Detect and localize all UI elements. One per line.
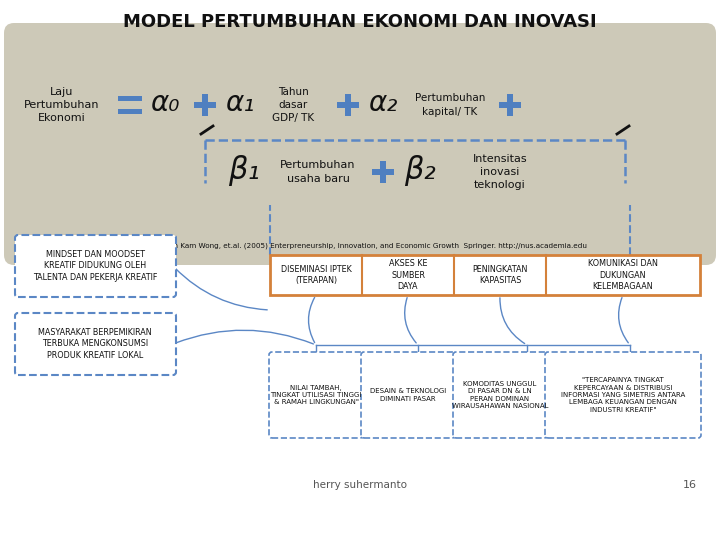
FancyBboxPatch shape — [372, 169, 394, 175]
Text: PENINGKATAN
KAPASITAS: PENINGKATAN KAPASITAS — [472, 265, 528, 285]
Text: NILAI TAMBAH,
TINGKAT UTILISASI TINGGI
& RAMAH LINGKUNGAN": NILAI TAMBAH, TINGKAT UTILISASI TINGGI &… — [270, 384, 361, 405]
Text: Sumber: Poh Kam Wong, et.al. (2005) Enterpreneurship, Innovation, and Economic G: Sumber: Poh Kam Wong, et.al. (2005) Ente… — [132, 243, 588, 249]
FancyBboxPatch shape — [545, 352, 701, 438]
Text: α₀: α₀ — [150, 89, 180, 117]
FancyBboxPatch shape — [345, 94, 351, 116]
Text: KOMUNIKASI DAN
DUKUNGAN
KELEMBAGAAN: KOMUNIKASI DAN DUKUNGAN KELEMBAGAAN — [588, 259, 658, 291]
FancyBboxPatch shape — [361, 352, 455, 438]
Text: Tahun
dasar
GDP/ TK: Tahun dasar GDP/ TK — [272, 87, 314, 123]
FancyBboxPatch shape — [380, 161, 386, 183]
FancyBboxPatch shape — [453, 352, 547, 438]
FancyBboxPatch shape — [337, 102, 359, 108]
Text: KOMODITAS UNGGUL
DI PASAR DN & LN
PERAN DOMINAN
WIRAUSAHAWAN NASIONAL: KOMODITAS UNGGUL DI PASAR DN & LN PERAN … — [451, 381, 548, 409]
FancyBboxPatch shape — [118, 109, 142, 114]
Text: Pertumbuhan
kapital/ TK: Pertumbuhan kapital/ TK — [415, 93, 485, 117]
Text: MODEL PERTUMBUHAN EKONOMI DAN INOVASI: MODEL PERTUMBUHAN EKONOMI DAN INOVASI — [123, 13, 597, 31]
Text: DESAIN & TEKNOLOGI
DIMINATI PASAR: DESAIN & TEKNOLOGI DIMINATI PASAR — [370, 388, 446, 402]
Text: 16: 16 — [683, 480, 697, 490]
Text: α₁: α₁ — [225, 89, 255, 117]
Text: Intensitas
inovasi
teknologi: Intensitas inovasi teknologi — [473, 154, 527, 190]
Text: AKSES KE
SUMBER
DAYA: AKSES KE SUMBER DAYA — [389, 259, 427, 291]
FancyBboxPatch shape — [499, 102, 521, 108]
Text: α₂: α₂ — [369, 89, 397, 117]
FancyBboxPatch shape — [269, 352, 363, 438]
Text: herry suhermanto: herry suhermanto — [313, 480, 407, 490]
FancyBboxPatch shape — [507, 94, 513, 116]
Text: β₂: β₂ — [404, 154, 436, 186]
Text: "TERCAPAINYA TINGKAT
KEPERCAYAAN & DISTRIBUSI
INFORMASI YANG SIMETRIS ANTARA
LEM: "TERCAPAINYA TINGKAT KEPERCAYAAN & DISTR… — [561, 377, 685, 413]
Text: DISEMINASI IPTEK
(TERAPAN): DISEMINASI IPTEK (TERAPAN) — [281, 265, 351, 285]
FancyBboxPatch shape — [194, 102, 216, 108]
FancyBboxPatch shape — [118, 96, 142, 101]
FancyBboxPatch shape — [15, 235, 176, 297]
Text: Laju
Pertumbuhan
Ekonomi: Laju Pertumbuhan Ekonomi — [24, 87, 100, 123]
FancyBboxPatch shape — [4, 23, 716, 265]
Text: MINDSET DAN MOODSET
KREATIF DIDUKUNG OLEH
TALENTA DAN PEKERJA KREATIF: MINDSET DAN MOODSET KREATIF DIDUKUNG OLE… — [33, 251, 157, 281]
FancyBboxPatch shape — [270, 255, 700, 295]
Text: Pertumbuhan
usaha baru: Pertumbuhan usaha baru — [280, 160, 356, 184]
FancyBboxPatch shape — [15, 313, 176, 375]
Text: β₁: β₁ — [228, 154, 260, 186]
Text: MASYARAKAT BERPEMIKIRAN
TERBUKA MENGKONSUMSI
PRODUK KREATIF LOKAL: MASYARAKAT BERPEMIKIRAN TERBUKA MENGKONS… — [38, 328, 152, 360]
FancyBboxPatch shape — [202, 94, 208, 116]
